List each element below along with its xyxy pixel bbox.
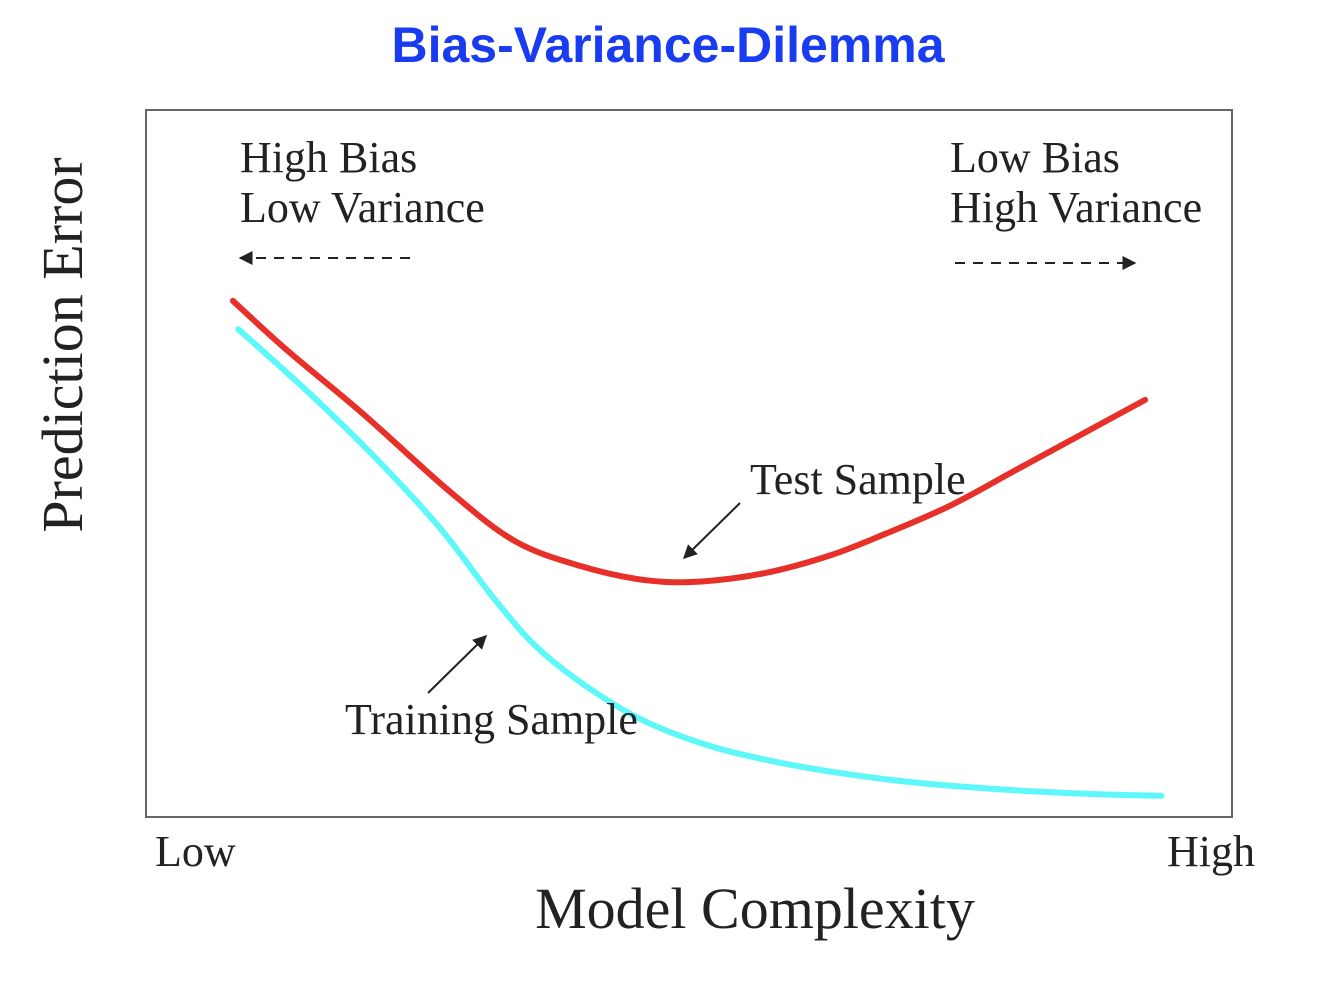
test-sample-line [229, 297, 1149, 586]
x-tick-label-low: Low [155, 827, 236, 876]
test-sample-arrow [683, 502, 741, 559]
plot-frame [145, 109, 1233, 818]
annotation-low-bias: Low Bias [950, 133, 1120, 182]
training-sample-arrow [427, 635, 487, 694]
y-axis-label: Prediction Error [30, 157, 95, 532]
x-axis-label: Model Complexity [535, 876, 975, 941]
training-sample-line [235, 326, 1165, 799]
training-sample-label: Training Sample [345, 695, 638, 744]
annotation-high-bias: High Bias [240, 133, 417, 182]
annotation-low-variance: Low Variance [240, 183, 485, 232]
chart-title: Bias-Variance-Dilemma [391, 17, 945, 73]
x-tick-label-high: High [1167, 827, 1255, 876]
annotation-high-variance: High Variance [950, 183, 1202, 232]
test-sample-label: Test Sample [750, 455, 966, 504]
